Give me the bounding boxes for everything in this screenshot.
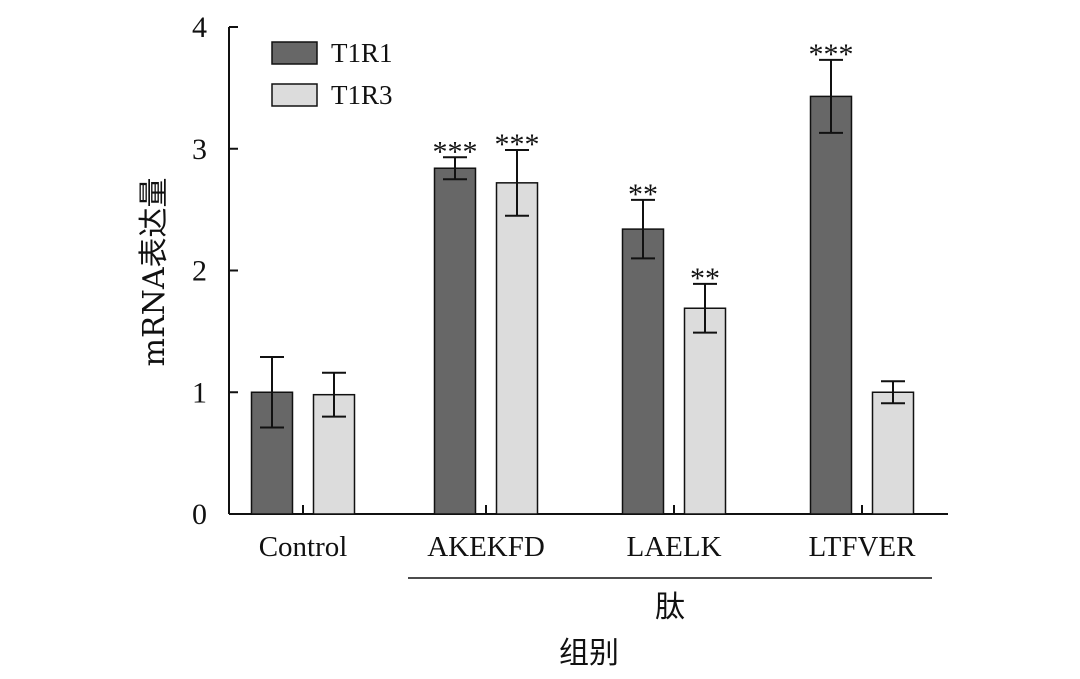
group-label: 肽 bbox=[655, 590, 685, 625]
bar-t1r1-laelk bbox=[621, 228, 665, 515]
y-tick-label: 0 bbox=[192, 498, 207, 531]
x-tick-label: LAELK bbox=[626, 531, 721, 563]
legend: T1R1 T1R3 bbox=[271, 38, 393, 110]
bar-t1r1-akekfd bbox=[433, 167, 477, 515]
y-tick-label: 3 bbox=[192, 133, 207, 166]
legend-swatch-t1r1 bbox=[271, 41, 318, 65]
bar-t1r3-ltfver bbox=[871, 391, 915, 515]
x-tick-label: AKEKFD bbox=[427, 531, 545, 563]
legend-label-t1r3: T1R3 bbox=[331, 80, 393, 110]
significance-mark: *** bbox=[433, 135, 478, 168]
significance-marks: ************* bbox=[433, 38, 854, 295]
bar-t1r1-ltfver bbox=[809, 95, 853, 515]
legend-swatch-t1r3 bbox=[271, 83, 318, 107]
x-axis-title: 组别 bbox=[559, 636, 619, 671]
significance-mark: ** bbox=[690, 262, 720, 295]
y-tick-label: 2 bbox=[192, 255, 207, 288]
x-tick-label: LTFVER bbox=[809, 531, 917, 563]
y-axis-title: mRNA表达量 bbox=[137, 178, 172, 367]
significance-mark: *** bbox=[809, 38, 854, 71]
error-bars bbox=[260, 58, 905, 429]
bar-t1r3-akekfd bbox=[495, 182, 539, 515]
y-tick-label: 4 bbox=[192, 11, 207, 44]
axes: 0 1 2 3 4 Control AKEKFD LAELK LTFVER bbox=[192, 11, 948, 563]
significance-mark: ** bbox=[628, 178, 658, 211]
legend-label-t1r1: T1R1 bbox=[331, 38, 393, 68]
bar-t1r3-laelk bbox=[683, 307, 727, 515]
y-tick-label: 1 bbox=[192, 376, 207, 409]
x-tick-label: Control bbox=[259, 531, 348, 563]
bars bbox=[250, 95, 915, 515]
significance-mark: *** bbox=[495, 128, 540, 161]
